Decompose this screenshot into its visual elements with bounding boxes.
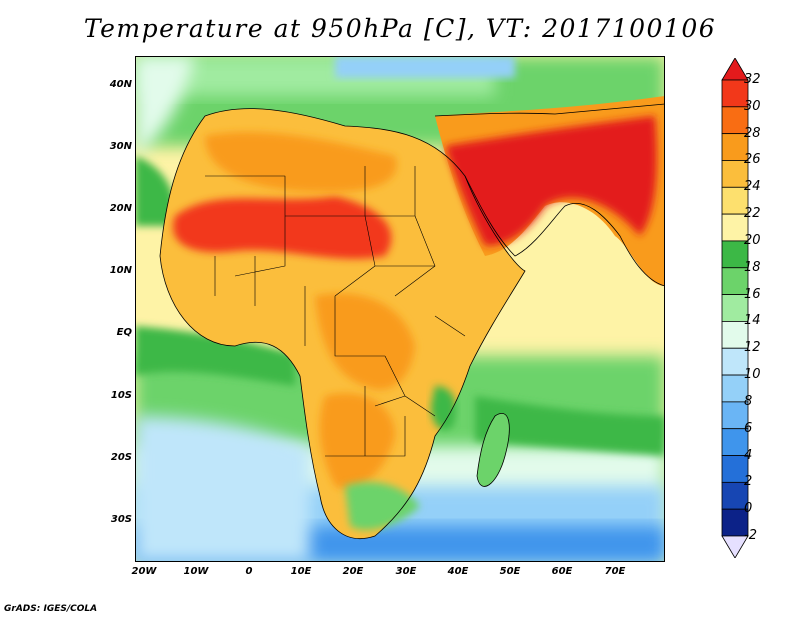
- indian-ocean-green: [475, 396, 665, 456]
- colorbar-segment: [721, 133, 749, 161]
- lon-tick-label: 60E: [551, 566, 573, 577]
- colorbar-segment: [721, 106, 749, 135]
- colorbar-tick-label: -2: [744, 528, 757, 543]
- colorbar-tick-label: 30: [744, 98, 761, 114]
- lon-tick-label: 70E: [604, 566, 626, 577]
- nw-atlantic-cool: [135, 56, 195, 156]
- colorbar-bottom-arrow: [721, 535, 749, 558]
- lat-tick-label: 30S: [110, 514, 132, 525]
- lon-tick-label: 10W: [183, 566, 209, 577]
- colorbar-segment: [721, 186, 749, 215]
- colorbar-tick-label: 18: [744, 259, 761, 275]
- colorbar-tick-label: 26: [744, 152, 761, 168]
- lon-tick-label: 10E: [290, 566, 312, 577]
- colorbar-tick-label: 2: [744, 474, 753, 490]
- south-africa-green: [345, 482, 420, 530]
- lon-tick-label: 40E: [447, 566, 469, 577]
- lon-tick-label: 30E: [395, 566, 417, 577]
- lat-tick-label: 40N: [109, 79, 132, 90]
- sahel-hot-spot: [173, 196, 392, 259]
- sw-cool-tongue: [135, 416, 310, 562]
- colorbar: [721, 58, 749, 558]
- cool-band-north-3: [335, 56, 515, 78]
- map-title: Temperature at 950hPa [C], VT: 201710010…: [83, 14, 717, 43]
- colorbar-segment: [721, 213, 749, 242]
- colorbar-tick-label: 22: [744, 206, 761, 222]
- colorbar-segment: [721, 374, 749, 403]
- colorbar-segment: [721, 267, 749, 295]
- lon-tick-label: 50E: [499, 566, 521, 577]
- temperature-map: [135, 56, 665, 562]
- colorbar-tick-label: 32: [744, 72, 761, 87]
- madagascar-land: [477, 413, 510, 487]
- colorbar-segment: [721, 347, 749, 376]
- colorbar-segment: [721, 401, 749, 430]
- east-africa-cool: [431, 386, 456, 430]
- west-atlantic-green: [135, 156, 176, 226]
- colorbar-tick-label: 4: [744, 447, 753, 463]
- colorbar-tick-label: 16: [744, 286, 761, 302]
- lon-tick-label: 20E: [342, 566, 364, 577]
- colorbar-tick-label: 6: [744, 420, 753, 436]
- lat-tick-label: 20N: [109, 203, 132, 214]
- colorbar-tick-label: 28: [744, 125, 761, 141]
- colorbar-segment: [721, 160, 749, 188]
- colorbar-tick-label: 12: [744, 340, 761, 356]
- colorbar-tick-label: 14: [744, 313, 761, 329]
- colorbar-tick-label: 10: [744, 367, 761, 383]
- colorbar-segment: [721, 240, 749, 269]
- lat-tick-label: EQ: [116, 327, 132, 338]
- colorbar-segment: [721, 428, 749, 456]
- lat-tick-label: 10N: [109, 265, 132, 276]
- colorbar-tick-label: 20: [744, 232, 761, 248]
- lon-tick-label: 20W: [131, 566, 157, 577]
- lon-tick-label: 0: [245, 566, 253, 577]
- colorbar-segment: [721, 79, 749, 108]
- colorbar-tick-label: 24: [744, 179, 761, 195]
- arabia-hot-spot: [445, 116, 657, 246]
- lat-tick-label: 10S: [110, 390, 132, 401]
- map-frame: [135, 56, 665, 562]
- colorbar-tick-label: 0: [744, 501, 753, 517]
- lat-tick-label: 20S: [110, 452, 132, 463]
- country-borders: [205, 166, 466, 457]
- madagascar-coastline: [476, 413, 510, 487]
- arabia-coastline: [434, 103, 665, 287]
- gulf-of-guinea-cool: [135, 326, 295, 386]
- africa-coastline: [159, 108, 526, 539]
- colorbar-segment: [721, 455, 749, 483]
- southern-africa-warm: [319, 393, 395, 489]
- colorbar-tick-label: 8: [744, 393, 753, 409]
- grads-credit: GrADS: IGES/COLA: [4, 604, 98, 614]
- colorbar-segment: [721, 321, 749, 349]
- sahara-warm: [205, 132, 397, 193]
- lat-tick-label: 30N: [109, 141, 132, 152]
